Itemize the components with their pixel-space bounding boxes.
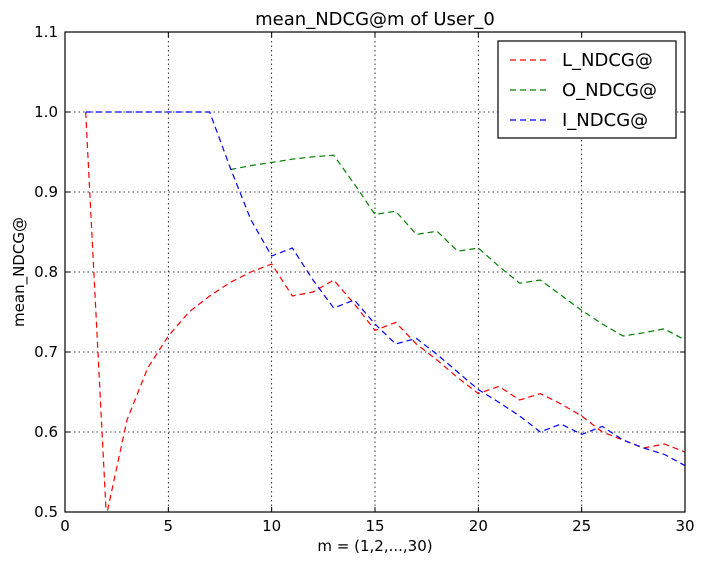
grid [65, 32, 685, 512]
y-tick-label: 0.8 [34, 263, 58, 281]
legend-label-l-ndcg: L_NDCG@ [562, 50, 653, 71]
series-line-l-ndcg [85, 111, 685, 512]
y-tick-label: 1.0 [34, 103, 58, 121]
x-tick-label: 25 [572, 517, 591, 535]
x-tick-label: 5 [164, 517, 174, 535]
axis-tick-labels: 0 5 10 15 20 25 30 0.5 0.6 0.7 0.8 0.9 1.0 1.1 [34, 23, 694, 535]
x-tick-label: 20 [469, 517, 488, 535]
x-tick-label: 10 [262, 517, 281, 535]
y-axis-label: mean_NDCG@ [10, 217, 29, 327]
legend-label-o-ndcg: O_NDCG@ [562, 80, 657, 101]
x-tick-label: 15 [365, 517, 384, 535]
y-tick-label: 1.1 [34, 23, 58, 41]
series-line-i-ndcg [85, 111, 685, 467]
series-group [85, 111, 685, 512]
x-tick-label: 0 [60, 517, 70, 535]
chart-title: mean_NDCG@m of User_0 [255, 9, 495, 30]
y-tick-label: 0.7 [34, 343, 58, 361]
legend: L_NDCG@ O_NDCG@ I_NDCG@ [497, 40, 677, 139]
y-tick-label: 0.5 [34, 503, 58, 521]
x-tick-label: 30 [675, 517, 694, 535]
y-tick-label: 0.6 [34, 423, 58, 441]
y-tick-label: 0.9 [34, 183, 58, 201]
axis-ticks [64, 31, 686, 513]
series-line-o-ndcg [230, 154, 685, 341]
x-axis-label: m = (1,2,...,30) [317, 537, 432, 555]
legend-label-i-ndcg: I_NDCG@ [562, 110, 648, 131]
legend-box [497, 40, 677, 139]
